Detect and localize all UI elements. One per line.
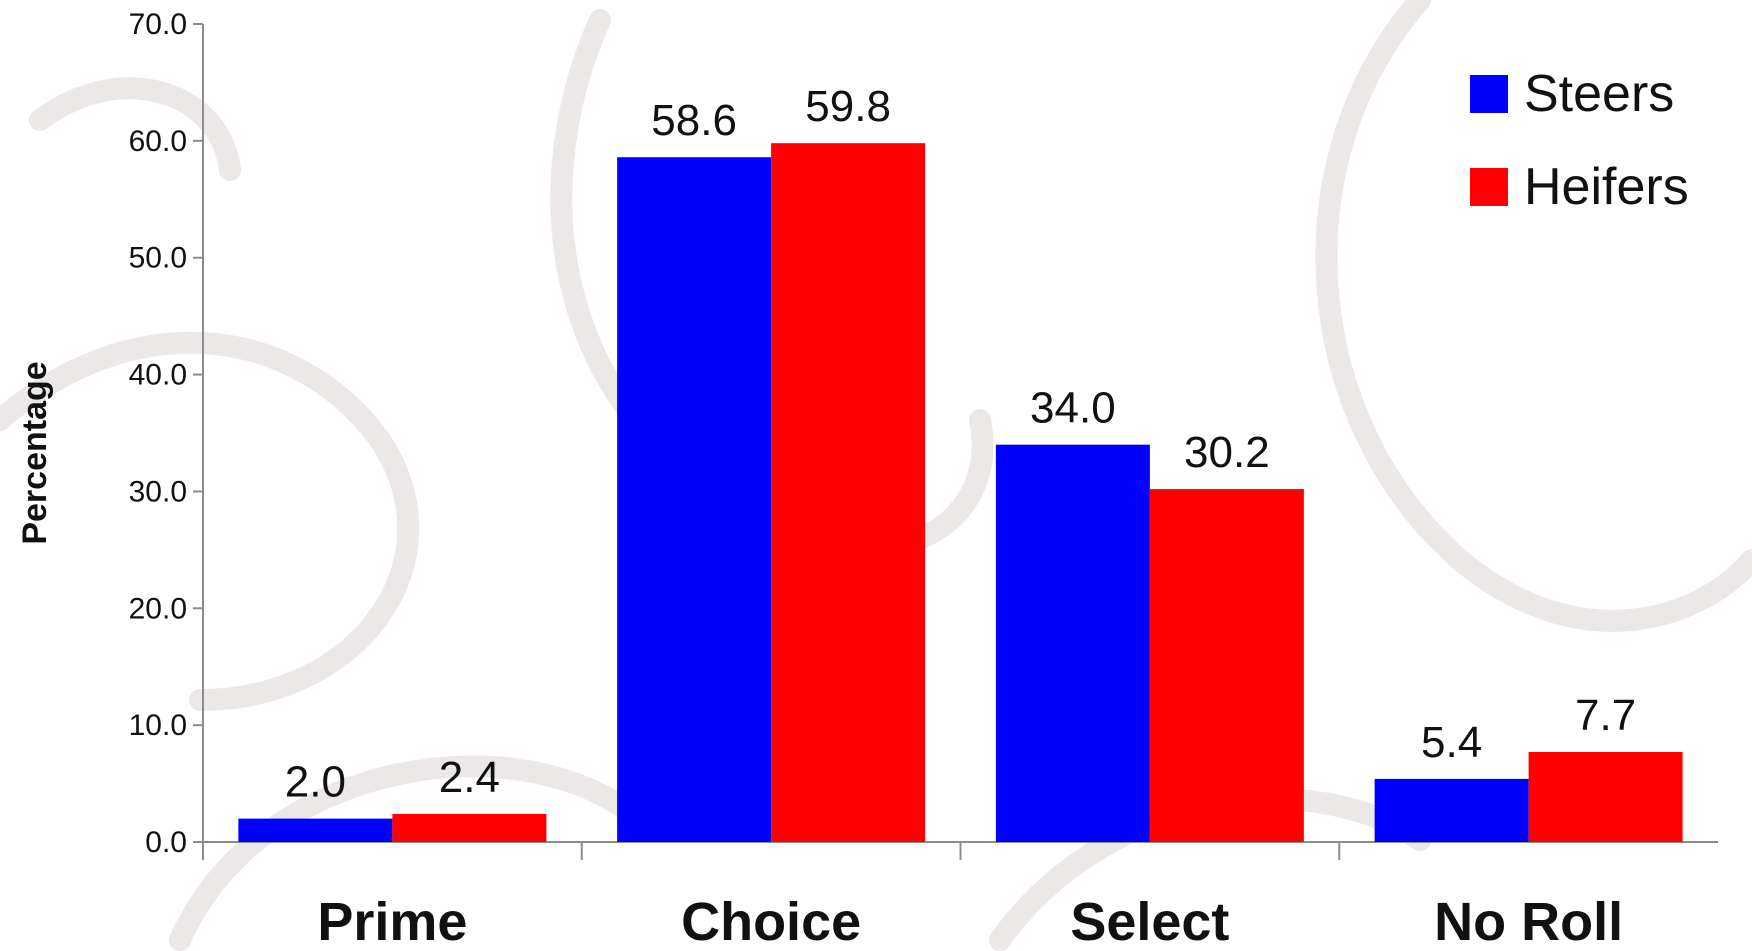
y-tick-label: 40.0 — [129, 359, 187, 392]
bar-heifers — [771, 143, 926, 843]
bar-heifers — [1528, 752, 1683, 842]
data-label: 5.4 — [1421, 718, 1482, 767]
y-tick-label: 60.0 — [129, 125, 187, 158]
bar-steers — [1374, 778, 1529, 842]
y-tick-label: 10.0 — [129, 709, 187, 742]
legend-label-heifers: Heifers — [1524, 158, 1689, 216]
x-category-label: Prime — [317, 892, 467, 951]
legend-label-steers: Steers — [1524, 65, 1674, 123]
legend: Steers Heifers — [1470, 65, 1689, 216]
legend-swatch-heifers — [1470, 168, 1508, 206]
y-tick-label: 70.0 — [129, 8, 187, 41]
bar-steers — [238, 818, 393, 842]
bar-heifers — [392, 813, 547, 842]
y-tick-label: 0.0 — [145, 826, 187, 859]
legend-swatch-steers — [1470, 75, 1508, 113]
bar-steers — [995, 444, 1150, 842]
x-category-label: Select — [1070, 892, 1229, 951]
data-label: 58.6 — [651, 96, 737, 145]
data-label: 34.0 — [1030, 384, 1116, 433]
x-category-label: Choice — [681, 892, 861, 951]
y-tick-label: 20.0 — [129, 592, 187, 625]
data-label: 59.8 — [805, 82, 891, 131]
plot-area: 0.0 10.0 20.0 30.0 40.0 50.0 60.0 70.0 Prime 2.0 2… — [129, 8, 1718, 951]
data-label: 7.7 — [1575, 691, 1636, 740]
y-tick-label: 30.0 — [129, 475, 187, 508]
y-axis-title: Percentage — [16, 361, 54, 544]
data-label: 30.2 — [1184, 428, 1270, 477]
data-label: 2.4 — [439, 753, 500, 802]
x-category-label: No Roll — [1434, 892, 1623, 951]
data-label: 2.0 — [285, 758, 346, 807]
bar-heifers — [1149, 489, 1304, 842]
bar-steers — [617, 157, 772, 842]
y-tick-label: 50.0 — [129, 242, 187, 275]
